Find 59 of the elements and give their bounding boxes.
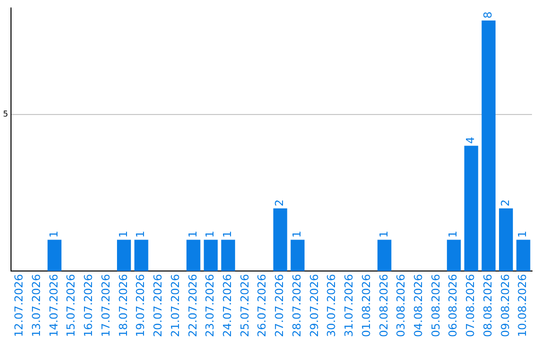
y-tick-label: 5 — [2, 110, 8, 119]
x-tick-label: 04.08.2026 — [412, 274, 425, 338]
x-tick-label: 17.07.2026 — [99, 274, 112, 338]
data-label: 1 — [377, 230, 390, 238]
x-tick-label: 01.08.2026 — [360, 274, 373, 338]
data-label: 1 — [220, 230, 234, 238]
x-tick-label: 28.07.2026 — [290, 274, 304, 338]
data-label: 1 — [186, 230, 200, 238]
bar — [204, 240, 218, 272]
x-tick-label: 08.08.2026 — [481, 274, 494, 338]
data-label: 1 — [446, 230, 460, 238]
bar — [377, 240, 392, 272]
bar — [48, 240, 62, 272]
x-tick-label: 12.07.2026 — [12, 274, 26, 338]
x-tick-label: 03.08.2026 — [394, 274, 408, 338]
x-tick-label: 31.07.2026 — [342, 274, 356, 338]
x-tick-label: 22.07.2026 — [186, 274, 200, 338]
bar — [186, 240, 200, 272]
data-label: 1 — [204, 230, 217, 238]
data-label: 1 — [516, 230, 530, 238]
x-tick-label: 26.07.2026 — [256, 274, 269, 338]
x-tick-label: 21.07.2026 — [168, 274, 182, 338]
x-tick-label: 23.07.2026 — [204, 274, 217, 338]
bar — [134, 240, 148, 272]
bar — [446, 240, 461, 272]
bar — [499, 208, 513, 272]
data-label: 1 — [47, 230, 60, 238]
x-tick-label: 25.07.2026 — [238, 274, 252, 338]
bar — [273, 208, 288, 272]
x-tick-label: 02.08.2026 — [377, 274, 390, 338]
bar — [482, 20, 496, 272]
x-tick-label: 20.07.2026 — [152, 274, 165, 338]
data-label: 1 — [134, 230, 148, 238]
x-tick-label: 05.08.2026 — [429, 274, 442, 338]
x-tick-label: 27.07.2026 — [273, 274, 286, 338]
x-tick-label: 10.08.2026 — [516, 274, 530, 338]
data-label: 2 — [273, 199, 286, 206]
data-label: 1 — [116, 230, 130, 238]
data-label: 1 — [290, 230, 304, 238]
bar — [516, 240, 530, 272]
bar — [464, 146, 478, 272]
x-tick-label: 18.07.2026 — [116, 274, 130, 338]
x-tick-label: 06.08.2026 — [446, 274, 460, 338]
x-tick-label: 29.07.2026 — [308, 274, 321, 338]
x-tick-label: 13.07.2026 — [30, 274, 43, 338]
bar — [117, 240, 131, 272]
x-tick-label: 30.07.2026 — [325, 274, 338, 338]
bar — [221, 240, 236, 272]
x-tick-label: 16.07.2026 — [82, 274, 96, 338]
x-tick-label: 07.08.2026 — [464, 274, 478, 338]
x-tick-label: 09.08.2026 — [498, 274, 512, 338]
x-tick-label: 24.07.2026 — [220, 274, 234, 338]
x-tick-label: 14.07.2026 — [47, 274, 60, 338]
data-label: 2 — [498, 199, 512, 206]
data-label: 8 — [481, 12, 494, 19]
x-tick-label: 19.07.2026 — [134, 274, 148, 338]
bar — [290, 240, 305, 272]
data-label: 4 — [464, 136, 478, 144]
x-tick-label: 15.07.2026 — [64, 274, 78, 338]
